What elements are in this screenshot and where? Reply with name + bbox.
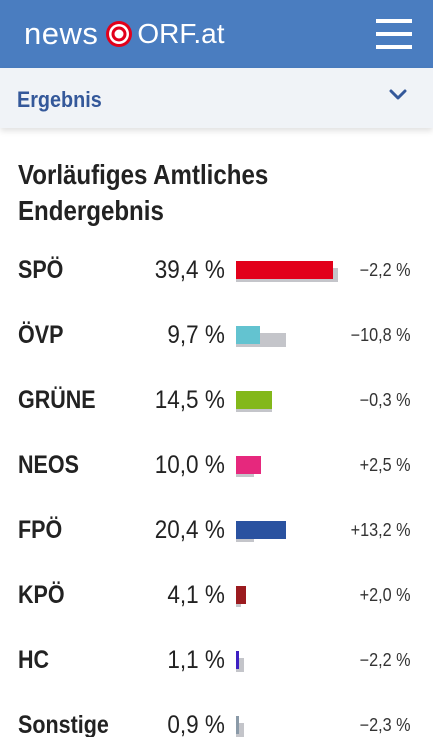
party-percent: 20,4 % xyxy=(154,516,225,544)
party-percent: 0,9 % xyxy=(167,711,225,737)
result-row: GRÜNE 14,5 % −0,3 % xyxy=(0,382,433,422)
result-row: SPÖ 39,4 % −2,2 % xyxy=(0,252,433,292)
logo-brand-text: ORF.at xyxy=(137,18,225,49)
current-result-bar xyxy=(236,651,239,669)
logo-news-text: news xyxy=(24,16,99,51)
party-name: ÖVP xyxy=(18,321,64,349)
current-result-bar xyxy=(236,326,260,344)
result-section-toggle[interactable]: Ergebnis xyxy=(0,68,433,128)
result-row: FPÖ 20,4 % +13,2 % xyxy=(0,512,433,552)
result-row: HC 1,1 % −2,2 % xyxy=(0,642,433,682)
current-result-bar xyxy=(236,391,272,409)
party-name: NEOS xyxy=(18,451,79,479)
party-percent: 9,7 % xyxy=(167,321,225,349)
party-percent: 4,1 % xyxy=(167,581,225,609)
result-row: NEOS 10,0 % +2,5 % xyxy=(0,447,433,487)
party-diff: −0,3 % xyxy=(360,390,411,410)
orf-news-logo[interactable]: news ORF.at xyxy=(24,14,225,54)
party-name: FPÖ xyxy=(18,516,63,544)
party-name: Sonstige xyxy=(18,711,109,737)
party-diff: +2,5 % xyxy=(360,455,411,475)
result-row: ÖVP 9,7 % −10,8 % xyxy=(0,317,433,357)
party-diff: −2,2 % xyxy=(360,650,411,670)
chevron-down-icon[interactable] xyxy=(389,89,407,101)
party-diff: +2,0 % xyxy=(360,585,411,605)
orf-ring-icon xyxy=(106,21,133,47)
previous-result-bar xyxy=(236,723,244,737)
party-name: KPÖ xyxy=(18,581,65,609)
app-header: news ORF.at xyxy=(0,0,433,68)
hamburger-menu-icon[interactable] xyxy=(376,19,412,49)
result-row: KPÖ 4,1 % +2,0 % xyxy=(0,577,433,617)
current-result-bar xyxy=(236,456,261,474)
party-diff: +13,2 % xyxy=(351,520,411,540)
party-diff: −10,8 % xyxy=(351,325,411,345)
party-name: SPÖ xyxy=(18,256,64,284)
party-percent: 39,4 % xyxy=(154,256,225,284)
previous-result-bar xyxy=(236,658,245,672)
result-row: Sonstige 0,9 % −2,3 % xyxy=(0,707,433,737)
current-result-bar xyxy=(236,521,286,539)
current-result-bar xyxy=(236,716,239,734)
section-title: Ergebnis xyxy=(17,87,102,112)
results-title: Vorläufiges Amtliches Endergebnis xyxy=(18,159,269,226)
current-result-bar xyxy=(236,586,247,604)
party-diff: −2,3 % xyxy=(360,715,411,735)
party-percent: 10,0 % xyxy=(154,451,225,479)
party-name: HC xyxy=(18,646,50,674)
party-percent: 14,5 % xyxy=(154,386,225,414)
party-percent: 1,1 % xyxy=(167,646,225,674)
party-diff: −2,2 % xyxy=(360,260,411,280)
party-name: GRÜNE xyxy=(18,386,96,414)
current-result-bar xyxy=(236,261,333,279)
